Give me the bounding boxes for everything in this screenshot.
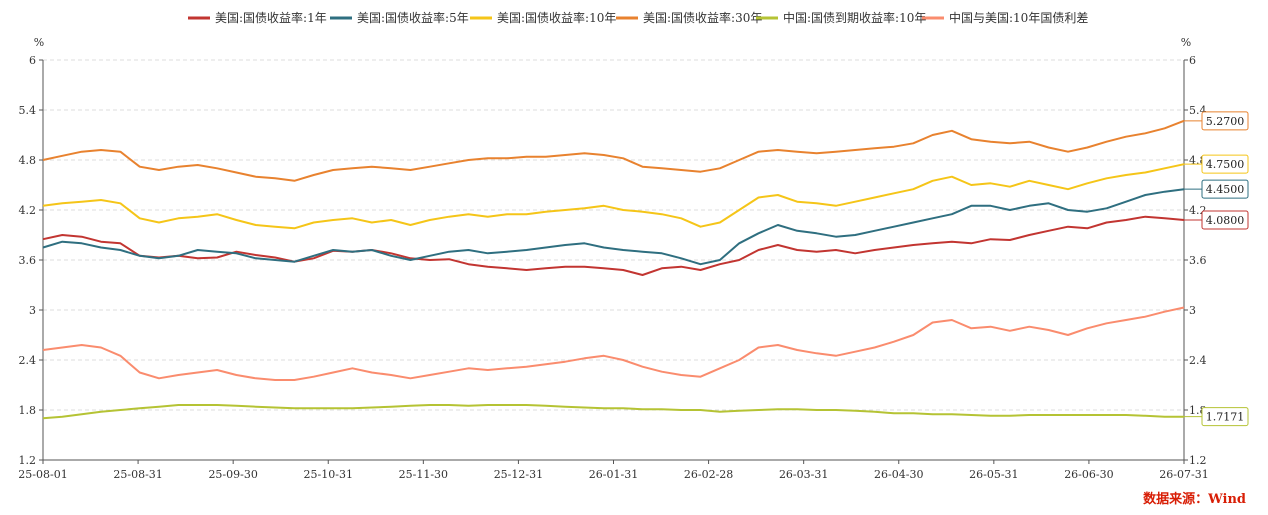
x-tick-label: 26-01-31 (589, 468, 638, 481)
data-source-label: 数据来源：Wind (1143, 492, 1246, 507)
end-label-box (1201, 111, 1249, 131)
series-line-3 (42, 163, 1185, 230)
legend-item-label[interactable]: 美国:国债收益率:5年 (357, 10, 469, 25)
x-tick-label: 26-06-30 (1064, 468, 1113, 481)
x-tick-label: 26-07-31 (1159, 468, 1208, 481)
end-label-box (1201, 154, 1249, 174)
x-tick-label: 25-08-01 (18, 468, 67, 481)
end-label-value: 4.4500 (1206, 183, 1245, 196)
axes: 1.2 1.21.8 1.82.4 2.43 33.6 3.64.2 4.24.8 4.85.… (18, 36, 1208, 481)
x-tick-label: 25-11-30 (399, 468, 448, 481)
end-label-value: 4.7500 (1206, 158, 1245, 171)
end-label-value: 5.2700 (1206, 115, 1245, 128)
y-unit-right: % (1181, 36, 1191, 49)
y-tick-label-right: 3.6 (1189, 254, 1207, 267)
end-labels: 4.0800 4.4500 4.7500 5.2700 1.7171 (1184, 111, 1249, 427)
x-tick-label: 25-12-31 (494, 468, 543, 481)
y-tick-label-left: 5.4 (19, 104, 37, 117)
legend-item-label[interactable]: 中国:国债到期收益率:10年 (783, 10, 926, 25)
y-tick-label-right: 2.4 (1189, 354, 1207, 367)
end-label-box (1201, 210, 1249, 230)
legend[interactable]: 美国:国债收益率:1年 美国:国债收益率:5年 美国:国债收益率:10年 美国:国债收… (188, 10, 1088, 25)
legend-item-label[interactable]: 美国:国债收益率:1年 (215, 10, 327, 25)
end-label-box (1201, 179, 1249, 199)
y-tick-label-left: 3.6 (19, 254, 37, 267)
x-tick-label: 26-02-28 (684, 468, 733, 481)
y-tick-label-left: 3 (29, 304, 36, 317)
y-unit-left: % (34, 36, 44, 49)
x-tick-label: 25-10-31 (304, 468, 353, 481)
series-lines (42, 119, 1185, 420)
y-tick-label-left: 1.8 (19, 404, 37, 417)
y-tick-label-left: 2.4 (19, 354, 37, 367)
y-tick-label-left: 6 (29, 54, 36, 67)
y-tick-label-right: 3 (1189, 304, 1196, 317)
series-line-6 (42, 306, 1185, 381)
y-tick-label-left: 1.2 (19, 454, 37, 467)
series-line-1 (42, 215, 1185, 276)
legend-item-label[interactable]: 美国:国债收益率:10年 (497, 10, 616, 25)
end-label-value: 1.7171 (1206, 411, 1245, 424)
legend-item-label[interactable]: 中国与美国:10年国债利差 (949, 10, 1088, 25)
grid-lines (43, 59, 1184, 411)
y-tick-label-right: 6 (1189, 54, 1196, 67)
series-line-2 (42, 188, 1185, 266)
series-line-4 (42, 119, 1185, 182)
y-tick-label-left: 4.2 (19, 204, 37, 217)
y-tick-label-left: 4.8 (19, 154, 37, 167)
x-tick-label: 26-04-30 (874, 468, 923, 481)
y-tick-label-right: 1.2 (1189, 454, 1207, 467)
x-tick-label: 25-08-31 (113, 468, 162, 481)
legend-item-label[interactable]: 美国:国债收益率:30年 (643, 10, 762, 25)
end-label-box (1201, 407, 1249, 427)
x-tick-label: 26-03-31 (779, 468, 828, 481)
x-tick-label: 26-05-31 (969, 468, 1018, 481)
x-tick-label: 25-09-30 (208, 468, 257, 481)
end-label-value: 4.0800 (1206, 214, 1245, 227)
series-line-5 (42, 404, 1184, 420)
